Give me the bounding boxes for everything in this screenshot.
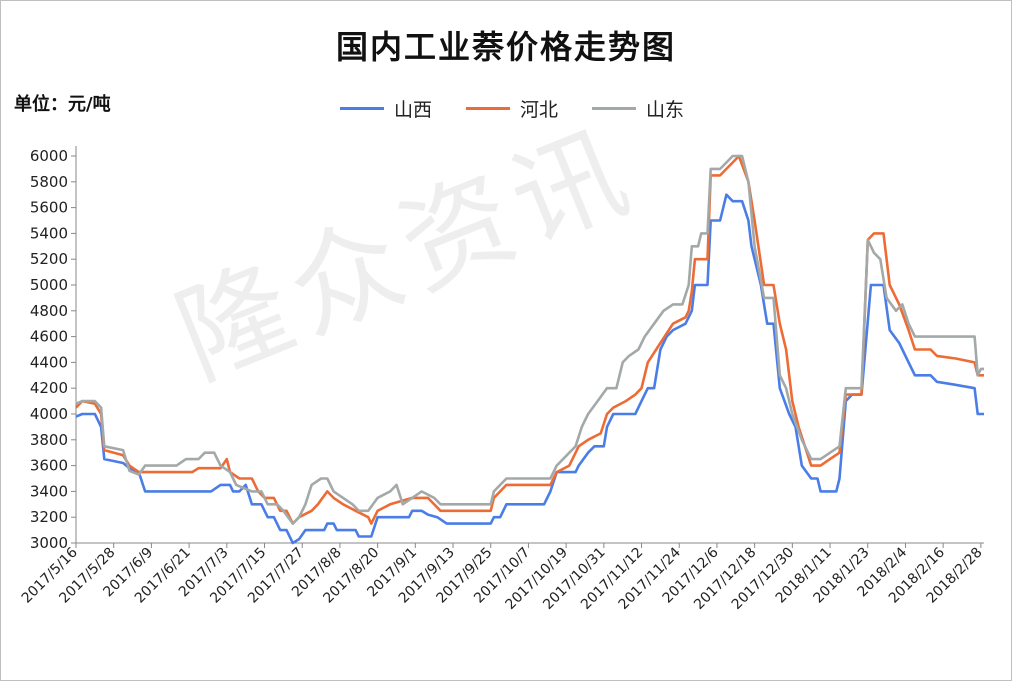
y-tick-label: 4400 [30, 353, 68, 371]
legend-label: 山西 [394, 99, 433, 121]
y-tick-label: 3400 [30, 482, 68, 500]
legend-label: 山东 [646, 99, 685, 121]
legend-item-2: 河北 [466, 95, 558, 122]
unit-label: 单位：元/吨 [14, 94, 111, 115]
y-tick-label: 3800 [30, 431, 68, 449]
y-tick-label: 5200 [30, 250, 68, 268]
y-tick-label: 4000 [30, 405, 68, 423]
series-line-2 [75, 154, 984, 525]
y-tick-label: 3000 [30, 534, 68, 552]
series-line-1 [75, 193, 984, 545]
legend-swatch [340, 107, 384, 110]
legend: 山西 河北 山东 [340, 95, 684, 122]
legend-item-3: 山东 [592, 95, 684, 122]
y-tick-label: 3200 [30, 508, 68, 526]
y-tick-label: 5800 [30, 173, 68, 191]
y-tick-label: 4800 [30, 302, 68, 320]
y-tick-label: 6000 [30, 147, 68, 165]
y-tick-label: 4600 [30, 328, 68, 346]
legend-label: 河北 [520, 99, 559, 121]
y-tick-label: 4200 [30, 379, 68, 397]
series-line-3 [75, 154, 984, 525]
legend-swatch [592, 107, 637, 110]
y-tick-label: 5400 [30, 224, 68, 242]
legend-item-1: 山西 [340, 95, 432, 122]
chart-title: 国内工业萘价格走势图 [335, 28, 676, 66]
y-tick-label: 3600 [30, 457, 68, 475]
y-tick-label: 5000 [30, 276, 68, 294]
legend-swatch [466, 107, 511, 110]
y-tick-label: 5600 [30, 199, 68, 217]
